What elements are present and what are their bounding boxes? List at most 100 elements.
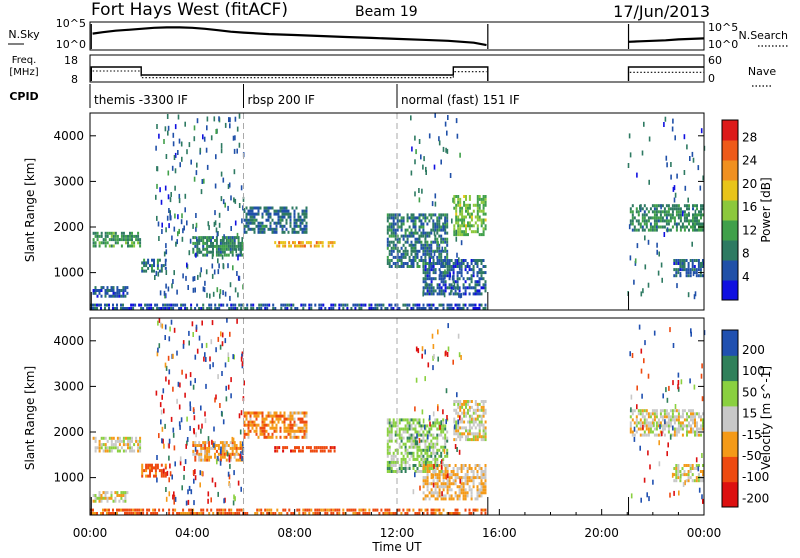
cell-power-6 <box>412 249 415 253</box>
cell-power-5 <box>321 244 324 248</box>
cell-velocity-2 <box>141 471 144 475</box>
cell-velocity-6 <box>396 433 399 437</box>
scatter-velocity-0 <box>172 386 174 392</box>
nsky-series-0 <box>92 26 487 47</box>
cell-velocity-9 <box>649 412 652 416</box>
scatter-power-0 <box>222 264 225 270</box>
cell-power-3 <box>237 241 240 245</box>
scatter-power-0 <box>174 213 176 219</box>
scatter-velocity-0 <box>169 471 172 477</box>
cell-velocity-11 <box>190 512 193 515</box>
cell-power-0 <box>110 244 113 248</box>
cell-power-11 <box>218 307 221 310</box>
cell-velocity-6 <box>416 457 419 461</box>
cell-power-6 <box>438 216 441 220</box>
cell-velocity-5 <box>290 449 292 453</box>
cell-power-6 <box>408 243 411 247</box>
cell-velocity-8 <box>472 479 475 483</box>
cell-velocity-4 <box>285 429 288 433</box>
cell-velocity-11 <box>434 508 437 512</box>
cell-power-6 <box>396 234 399 238</box>
scatter-velocity-0 <box>226 451 229 457</box>
cell-power-11 <box>450 307 453 310</box>
cell-velocity-11 <box>154 508 157 512</box>
cell-power-8 <box>448 259 451 262</box>
cell-power-8 <box>428 283 431 287</box>
cell-power-8 <box>444 286 447 290</box>
cell-power-4 <box>291 230 294 234</box>
cell-power-8 <box>438 274 441 278</box>
cell-power-5 <box>321 241 324 245</box>
cell-power-6 <box>390 231 393 235</box>
cell-power-0 <box>104 244 107 248</box>
cell-velocity-7 <box>478 402 481 406</box>
cell-power-10 <box>702 274 704 278</box>
scatter-power-0 <box>223 234 225 240</box>
cell-velocity-9 <box>653 427 656 431</box>
cell-power-6 <box>398 219 401 223</box>
power-colorbar-tick-2: 12 <box>742 223 757 237</box>
scatter-power-1 <box>434 112 436 118</box>
scatter-power-0 <box>234 287 237 293</box>
cell-velocity-8 <box>438 485 441 489</box>
cell-power-4 <box>285 212 288 216</box>
cell-power-8 <box>478 271 481 275</box>
cell-velocity-11 <box>108 512 110 515</box>
scatter-velocity-0 <box>189 425 191 431</box>
scatter-velocity-0 <box>225 396 228 402</box>
cell-velocity-4 <box>263 426 266 430</box>
cell-velocity-9 <box>677 430 680 434</box>
cell-velocity-2 <box>141 474 144 478</box>
cell-velocity-6 <box>388 433 391 437</box>
cell-power-7 <box>482 197 485 201</box>
cell-velocity-4 <box>261 411 264 415</box>
cell-power-11 <box>308 307 311 310</box>
cell-velocity-6 <box>406 421 409 425</box>
cell-power-11 <box>180 307 183 310</box>
cell-power-7 <box>468 227 471 231</box>
cell-velocity-8 <box>422 479 425 483</box>
cell-power-2 <box>147 258 150 262</box>
velocity-colorbar-tick-4: -15 <box>742 428 762 442</box>
cell-velocity-4 <box>275 435 278 439</box>
cell-power-11 <box>150 307 153 310</box>
cell-power-11 <box>432 303 435 307</box>
cell-power-9 <box>698 222 700 226</box>
cell-velocity-6 <box>426 460 429 464</box>
cell-velocity-9 <box>643 418 646 422</box>
cell-velocity-9 <box>629 424 632 428</box>
cell-velocity-11 <box>220 508 223 512</box>
cell-power-9 <box>631 228 634 232</box>
scatter-velocity-1 <box>427 446 430 451</box>
cell-velocity-11 <box>464 508 467 512</box>
cell-power-4 <box>251 212 254 216</box>
scatter-velocity-0 <box>230 393 232 399</box>
cell-power-7 <box>455 218 458 222</box>
cell-power-6 <box>446 240 449 244</box>
cell-velocity-6 <box>396 448 399 452</box>
cell-power-9 <box>683 204 686 208</box>
cell-power-6 <box>404 231 407 235</box>
cell-velocity-8 <box>434 467 437 470</box>
scatter-velocity-0 <box>188 485 191 491</box>
cell-velocity-7 <box>467 429 469 433</box>
scatter-power-0 <box>158 236 160 241</box>
cell-velocity-11 <box>392 512 395 515</box>
cell-velocity-11 <box>158 508 161 512</box>
cell-power-9 <box>667 213 670 217</box>
cell-velocity-7 <box>482 435 485 439</box>
cell-power-9 <box>629 219 632 223</box>
cell-power-3 <box>237 236 240 240</box>
cell-power-9 <box>653 228 656 232</box>
cell-power-0 <box>112 234 115 238</box>
cell-power-6 <box>424 249 427 253</box>
cell-power-6 <box>430 216 433 220</box>
scatter-power-0 <box>177 150 179 155</box>
cell-power-9 <box>688 228 690 232</box>
cell-power-6 <box>394 237 397 241</box>
cell-velocity-6 <box>400 470 403 473</box>
scatter-power-2 <box>636 243 639 249</box>
cell-power-6 <box>422 216 425 220</box>
cell-power-9 <box>688 219 690 223</box>
cell-velocity-4 <box>243 420 246 424</box>
